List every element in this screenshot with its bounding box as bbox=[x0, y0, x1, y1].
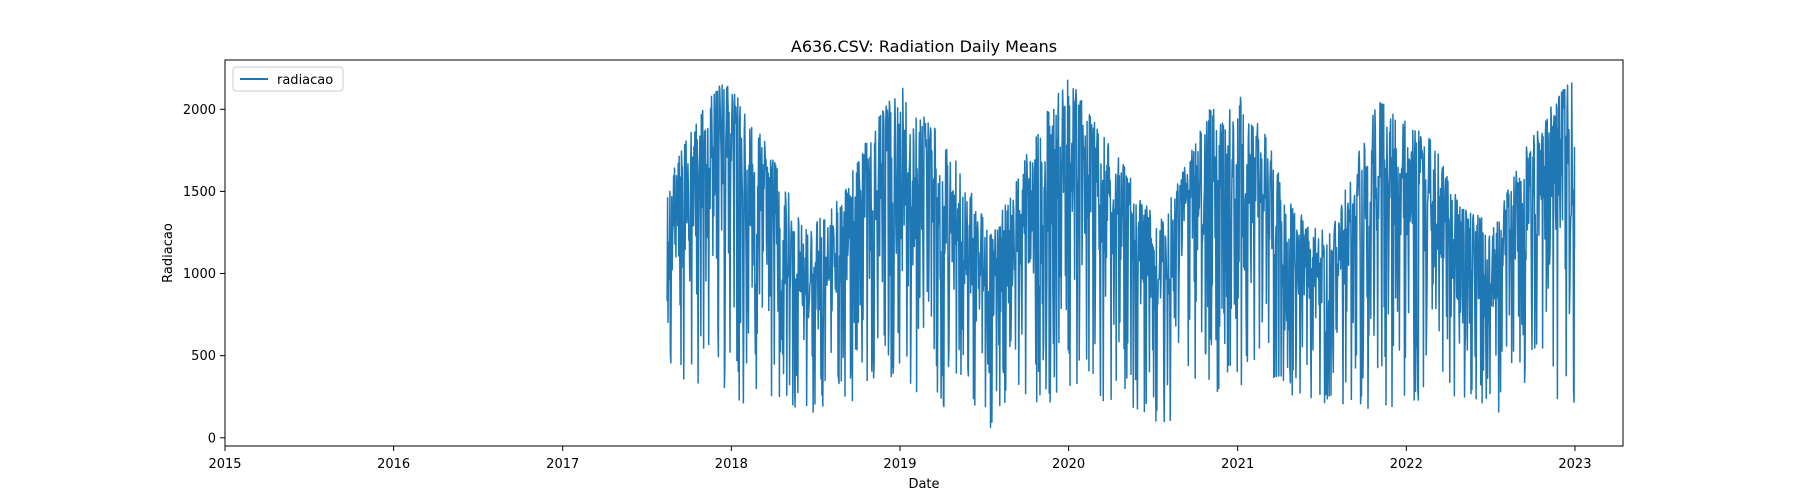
plot-frame bbox=[224, 59, 1624, 447]
chart-title: A636.CSV: Radiation Daily Means bbox=[791, 37, 1057, 56]
legend-label-radiacao: radiacao bbox=[277, 73, 333, 88]
y-tick-label: 1000 bbox=[183, 267, 216, 282]
x-tick-label: 2018 bbox=[715, 457, 748, 472]
x-tick-label: 2023 bbox=[1558, 457, 1591, 472]
x-tick-label: 2021 bbox=[1221, 457, 1254, 472]
y-tick-label: 500 bbox=[191, 349, 216, 364]
y-tick-label: 1500 bbox=[183, 185, 216, 200]
x-tick-label: 2022 bbox=[1390, 457, 1423, 472]
x-tick-label: 2020 bbox=[1052, 457, 1085, 472]
x-axis-label: Date bbox=[908, 477, 939, 492]
x-tick-label: 2017 bbox=[546, 457, 579, 472]
x-axis: 2015 2016 2017 2018 2019 2020 2021 2022 2023 bbox=[208, 446, 1591, 472]
y-tick-label: 2000 bbox=[183, 103, 216, 118]
x-tick-label: 2015 bbox=[208, 457, 241, 472]
y-tick-label: 0 bbox=[208, 431, 216, 446]
series-layer bbox=[666, 79, 1576, 428]
legend: radiacao bbox=[232, 66, 344, 92]
x-tick-label: 2019 bbox=[883, 457, 916, 472]
y-axis: 0 500 1000 1500 2000 bbox=[183, 103, 225, 446]
series-line-radiacao bbox=[666, 79, 1576, 428]
x-tick-label: 2016 bbox=[377, 457, 410, 472]
legend-box bbox=[232, 66, 344, 92]
y-axis-label: Radiacao bbox=[161, 223, 176, 283]
